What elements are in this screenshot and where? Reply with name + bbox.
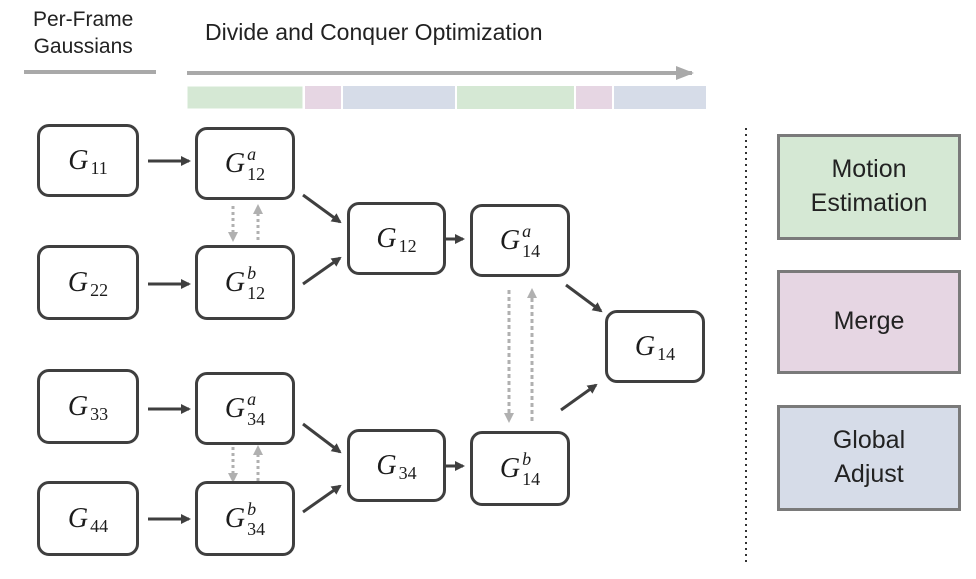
legend-merge-label: Merge (833, 307, 905, 336)
arrow-g12b-g12 (302, 256, 342, 286)
legend-motion-estimation: Motion Estimation (777, 134, 961, 240)
node-g11-base: G (68, 144, 89, 176)
node-g44-sub: 44 (90, 516, 109, 536)
arrow-g14b-g14 (560, 383, 598, 412)
node-g12-base: G (376, 222, 397, 254)
arrow-g34b-g34 (302, 484, 342, 514)
timeline-segment-merge-1 (305, 86, 341, 109)
legend-global-line1: Global (832, 426, 906, 455)
node-g12b-sup: b (247, 262, 257, 283)
legend-motion-line1: Motion (831, 155, 907, 184)
optimization-title: Divide and Conquer Optimization (205, 19, 543, 45)
node-g14: G 14 (605, 310, 705, 383)
node-g14b-base: G (499, 452, 521, 484)
node-g14-sub: 14 (657, 344, 676, 364)
legend-merge: Merge (777, 270, 961, 374)
node-g12-sub: 12 (398, 236, 417, 256)
per-frame-label: Per-Frame Gaussians (33, 6, 133, 61)
node-g11-sub: 11 (90, 158, 108, 178)
node-g44: G 44 (37, 481, 139, 556)
node-g12b-base: G (224, 266, 246, 298)
node-g22-base: G (67, 266, 89, 298)
node-g14a-base: G (499, 224, 521, 256)
legend-global-adjust: Global Adjust (777, 405, 961, 511)
node-g14b-sup: b (522, 448, 532, 469)
arrow-g14a-g14 (565, 283, 603, 313)
node-g34a-sup: a (247, 388, 257, 409)
node-g44-base: G (67, 502, 89, 534)
node-g34a-sub: 34 (247, 408, 266, 429)
timeline-segment-motion-2 (457, 86, 574, 109)
per-frame-line2: Gaussians (33, 35, 133, 59)
timeline-segment-global-2 (614, 86, 706, 109)
node-g12a-sub: 12 (247, 163, 266, 184)
node-g22: G 22 (37, 245, 139, 320)
node-g33: G 33 (37, 369, 139, 444)
node-g12a-sup: a (247, 143, 257, 164)
node-g14a-sub: 14 (522, 240, 541, 261)
phase-timeline (186, 85, 706, 110)
per-frame-line1: Per-Frame (33, 8, 134, 31)
timeline-segment-motion-1 (186, 85, 304, 110)
node-g33-sub: 33 (90, 404, 109, 424)
arrow-g34a-g34 (302, 422, 342, 454)
node-g34a-base: G (224, 392, 246, 424)
node-g11: G 11 (37, 124, 139, 197)
legend-motion-line2: Estimation (810, 189, 928, 217)
node-g34: G 34 (347, 429, 446, 502)
node-g14b-sub: 14 (522, 468, 541, 489)
node-g12: G 12 (347, 202, 446, 275)
arrow-g12a-g12 (302, 193, 342, 224)
node-g34-sub: 34 (398, 463, 417, 483)
node-g34b-base: G (224, 502, 246, 534)
node-g34-base: G (376, 449, 397, 481)
node-g12a-base: G (224, 147, 246, 179)
node-g22-sub: 22 (90, 280, 109, 300)
node-g34b-sup: b (247, 498, 257, 519)
node-g14-base: G (634, 330, 656, 362)
legend-global-line2: Adjust (834, 460, 904, 488)
node-g12b-sub: 12 (247, 282, 266, 303)
node-g34b-sub: 34 (247, 518, 266, 539)
timeline-segment-global-1 (343, 86, 455, 109)
node-g33-base: G (67, 390, 89, 422)
timeline-segment-merge-2 (576, 86, 612, 109)
node-g14a-sup: a (522, 220, 532, 241)
